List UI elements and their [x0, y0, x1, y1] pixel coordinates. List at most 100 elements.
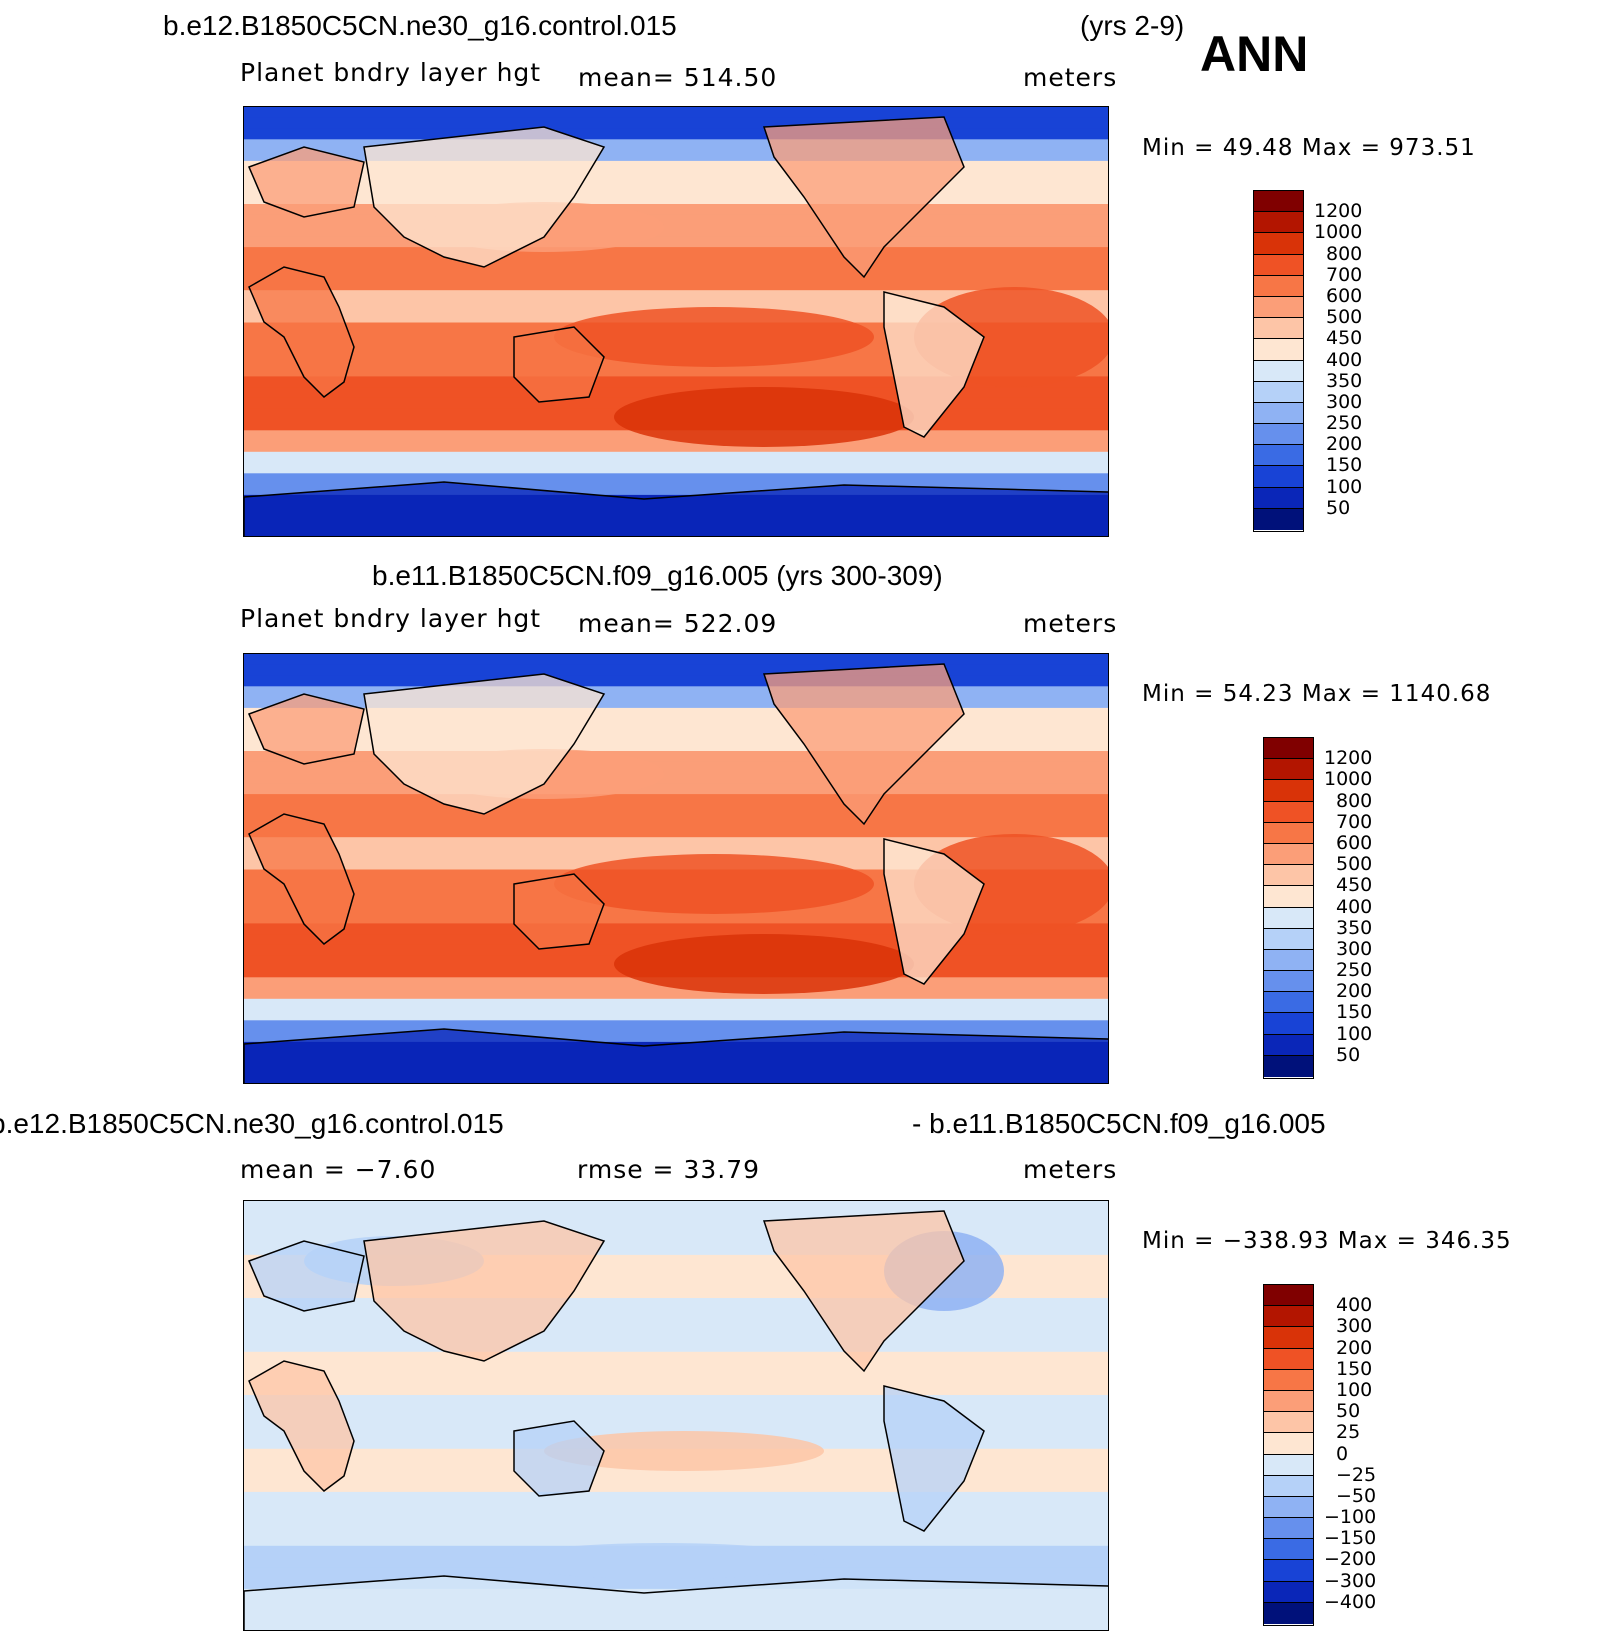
map-canvas — [244, 1201, 1108, 1630]
latitude-band — [244, 301, 1108, 313]
colorbar-label: 250 — [1326, 412, 1363, 435]
colorbar-swatch — [1254, 275, 1303, 297]
colorbar-swatch — [1264, 759, 1313, 781]
colorbar-swatch — [1264, 843, 1313, 866]
latitude-band — [244, 751, 1108, 763]
latitude-band — [244, 1265, 1108, 1278]
colorbar-swatch — [1264, 1285, 1313, 1307]
coastline — [244, 481, 1108, 536]
colorbar-label: 700 — [1326, 263, 1363, 286]
units-label-2: meters — [1023, 609, 1118, 638]
latitude-band — [244, 193, 1108, 205]
colorbar-3 — [1263, 1284, 1314, 1626]
colorbar-label: 200 — [1326, 433, 1363, 456]
latitude-band — [244, 376, 1108, 389]
latitude-band — [244, 1373, 1108, 1386]
latitude-band — [244, 1020, 1108, 1033]
latitude-band — [244, 204, 1108, 216]
minmax-label-1: Min = 49.48 Max = 973.51 — [1142, 135, 1476, 161]
colorbar-label: 500 — [1336, 853, 1373, 876]
field-blob — [554, 854, 874, 914]
latitude-band — [244, 1351, 1108, 1364]
panel-title-3-right: - b.e11.B1850C5CN.f09_g16.005 — [912, 1108, 1326, 1139]
colorbar-swatch — [1264, 738, 1313, 760]
colorbar-label: 450 — [1326, 327, 1363, 350]
variable-label-2: Planet bndry layer hgt — [240, 604, 542, 633]
years-label: (yrs 2-9) — [1080, 10, 1185, 41]
latitude-band — [244, 171, 1108, 184]
colorbar-swatch — [1254, 445, 1303, 467]
latitude-band — [244, 1405, 1108, 1418]
colorbar-swatch — [1264, 1327, 1313, 1349]
latitude-band — [244, 783, 1108, 796]
latitude-band — [244, 1009, 1108, 1022]
colorbar-swatch — [1264, 1560, 1313, 1582]
colorbar-label: 350 — [1336, 916, 1373, 939]
coastline — [513, 1420, 605, 1497]
colorbar-swatch — [1264, 1475, 1313, 1497]
latitude-band — [244, 1222, 1108, 1235]
coastline — [762, 116, 965, 279]
colorbar-label: 0 — [1336, 1442, 1349, 1465]
colorbar-swatch — [1264, 907, 1313, 929]
colorbar-label: 200 — [1336, 980, 1373, 1003]
latitude-band — [244, 462, 1108, 475]
latitude-band — [244, 1481, 1108, 1493]
latitude-band — [244, 150, 1108, 162]
coastline — [247, 1240, 365, 1312]
colorbar-label: 400 — [1336, 1294, 1373, 1317]
latitude-band — [244, 988, 1108, 1000]
colorbar-swatch — [1254, 466, 1303, 488]
colorbar-swatch — [1264, 971, 1313, 993]
latitude-band — [244, 182, 1108, 195]
colorbar-2 — [1263, 737, 1314, 1079]
latitude-band — [244, 1524, 1108, 1537]
latitude-band — [244, 128, 1108, 141]
colorbar-label: 250 — [1336, 959, 1373, 982]
colorbar-label: −150 — [1324, 1527, 1377, 1550]
colorbar-swatch — [1254, 424, 1303, 446]
colorbar-swatch — [1254, 254, 1303, 276]
latitude-band — [244, 365, 1108, 378]
colorbar-swatch — [1264, 1055, 1313, 1077]
latitude-band — [244, 804, 1108, 817]
latitude-band — [244, 117, 1108, 130]
coastline — [762, 1210, 965, 1373]
latitude-band — [244, 1276, 1108, 1289]
colorbar-swatch — [1264, 949, 1313, 972]
colorbar-swatch — [1264, 1348, 1313, 1370]
latitude-band — [244, 1416, 1108, 1429]
colorbar-label: −50 — [1336, 1484, 1377, 1507]
latitude-band — [244, 107, 1108, 119]
colorbar-label: −400 — [1324, 1590, 1377, 1613]
latitude-band — [244, 1233, 1108, 1246]
latitude-band — [244, 675, 1108, 688]
minmax-label-2: Min = 54.23 Max = 1140.68 — [1142, 681, 1492, 707]
latitude-band — [244, 848, 1108, 860]
coastline — [248, 1360, 355, 1492]
latitude-band — [244, 815, 1108, 828]
colorbar-label: −200 — [1324, 1548, 1377, 1571]
units-label-1: meters — [1023, 63, 1118, 92]
latitude-band — [244, 1319, 1108, 1332]
colorbar-swatch — [1264, 1013, 1313, 1035]
colorbar-label: 50 — [1326, 496, 1351, 519]
latitude-band — [244, 1330, 1108, 1343]
field-blob — [554, 307, 874, 367]
coastline — [883, 1385, 985, 1532]
latitude-band — [244, 290, 1108, 302]
latitude-band — [244, 139, 1108, 152]
colorbar-swatch — [1264, 1369, 1313, 1391]
latitude-band — [244, 236, 1108, 249]
colorbar-swatch — [1264, 1496, 1313, 1519]
colorbar-swatch — [1254, 212, 1303, 234]
colorbar-label: 600 — [1326, 284, 1363, 307]
colorbar-swatch — [1264, 801, 1313, 823]
colorbar-swatch — [1254, 191, 1303, 213]
latitude-band — [244, 686, 1108, 699]
mean-label-1: mean= 514.50 — [578, 63, 778, 92]
latitude-band — [244, 1341, 1108, 1353]
colorbar-swatch — [1254, 487, 1303, 509]
coastline — [762, 663, 965, 826]
colorbar-label: 50 — [1336, 1400, 1361, 1423]
